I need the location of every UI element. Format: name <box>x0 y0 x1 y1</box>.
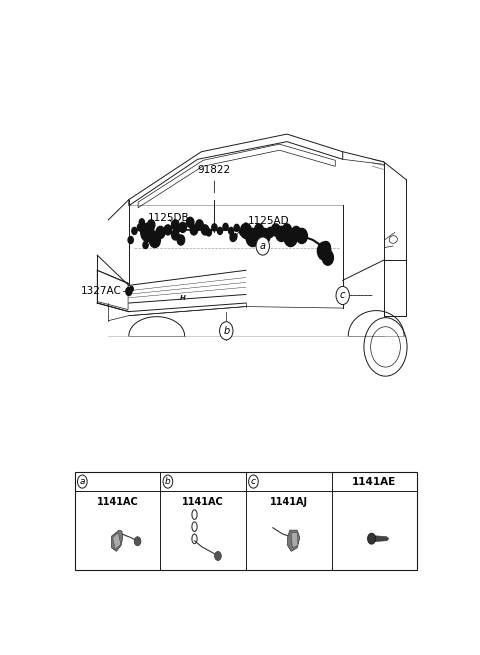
Circle shape <box>149 233 160 248</box>
Circle shape <box>132 227 137 234</box>
Polygon shape <box>111 530 123 552</box>
Bar <box>75 472 417 571</box>
Text: 1125AD: 1125AD <box>248 216 289 226</box>
Circle shape <box>266 227 274 238</box>
Circle shape <box>234 225 240 231</box>
Text: 1141AC: 1141AC <box>97 497 139 507</box>
Text: 1327AC: 1327AC <box>81 286 121 297</box>
Circle shape <box>77 475 87 488</box>
Circle shape <box>190 225 198 235</box>
Circle shape <box>127 288 131 295</box>
Circle shape <box>228 227 234 234</box>
Circle shape <box>206 229 211 236</box>
Circle shape <box>212 224 217 231</box>
Polygon shape <box>113 533 121 550</box>
Circle shape <box>259 229 270 244</box>
Circle shape <box>292 227 300 238</box>
Text: H: H <box>180 295 186 301</box>
Text: 91822: 91822 <box>198 166 231 193</box>
Text: c: c <box>340 290 346 301</box>
Circle shape <box>322 242 330 253</box>
Circle shape <box>217 227 223 234</box>
Text: 1141AE: 1141AE <box>352 477 396 487</box>
Circle shape <box>128 236 133 244</box>
Circle shape <box>230 233 236 242</box>
Polygon shape <box>288 530 300 552</box>
Circle shape <box>215 552 221 561</box>
Circle shape <box>233 235 237 240</box>
Text: b: b <box>165 477 171 486</box>
Circle shape <box>130 286 133 291</box>
Circle shape <box>202 225 209 235</box>
Text: 1141AC: 1141AC <box>182 497 224 507</box>
Circle shape <box>368 533 376 544</box>
Circle shape <box>240 229 245 235</box>
Circle shape <box>175 227 179 233</box>
Circle shape <box>284 229 297 246</box>
Text: b: b <box>223 326 229 336</box>
Circle shape <box>172 230 179 240</box>
Circle shape <box>219 322 233 340</box>
Polygon shape <box>386 536 389 540</box>
Circle shape <box>296 229 307 244</box>
Text: c: c <box>251 477 256 486</box>
Text: 1141AJ: 1141AJ <box>270 497 308 507</box>
Circle shape <box>186 217 194 227</box>
Circle shape <box>164 225 172 235</box>
Polygon shape <box>291 533 298 548</box>
Circle shape <box>147 220 155 230</box>
Circle shape <box>256 237 269 255</box>
Circle shape <box>177 235 185 245</box>
Circle shape <box>141 223 154 242</box>
Circle shape <box>139 219 144 226</box>
Circle shape <box>126 288 132 295</box>
Circle shape <box>336 286 349 305</box>
Circle shape <box>156 227 165 238</box>
Text: 1125DB: 1125DB <box>147 214 189 223</box>
Circle shape <box>271 224 280 236</box>
Circle shape <box>223 223 228 231</box>
Circle shape <box>179 222 186 233</box>
Circle shape <box>317 242 331 260</box>
Circle shape <box>163 475 173 488</box>
Circle shape <box>174 227 178 233</box>
Text: a: a <box>80 477 85 486</box>
Circle shape <box>134 536 141 546</box>
Circle shape <box>143 242 148 248</box>
Circle shape <box>276 227 287 242</box>
Circle shape <box>172 220 179 230</box>
Polygon shape <box>373 536 387 542</box>
Circle shape <box>322 250 334 265</box>
Circle shape <box>196 220 203 230</box>
Circle shape <box>240 223 252 238</box>
Text: a: a <box>260 241 266 251</box>
Circle shape <box>254 224 264 236</box>
Circle shape <box>137 224 143 231</box>
Circle shape <box>246 229 259 246</box>
Circle shape <box>282 224 291 236</box>
Circle shape <box>249 475 258 488</box>
